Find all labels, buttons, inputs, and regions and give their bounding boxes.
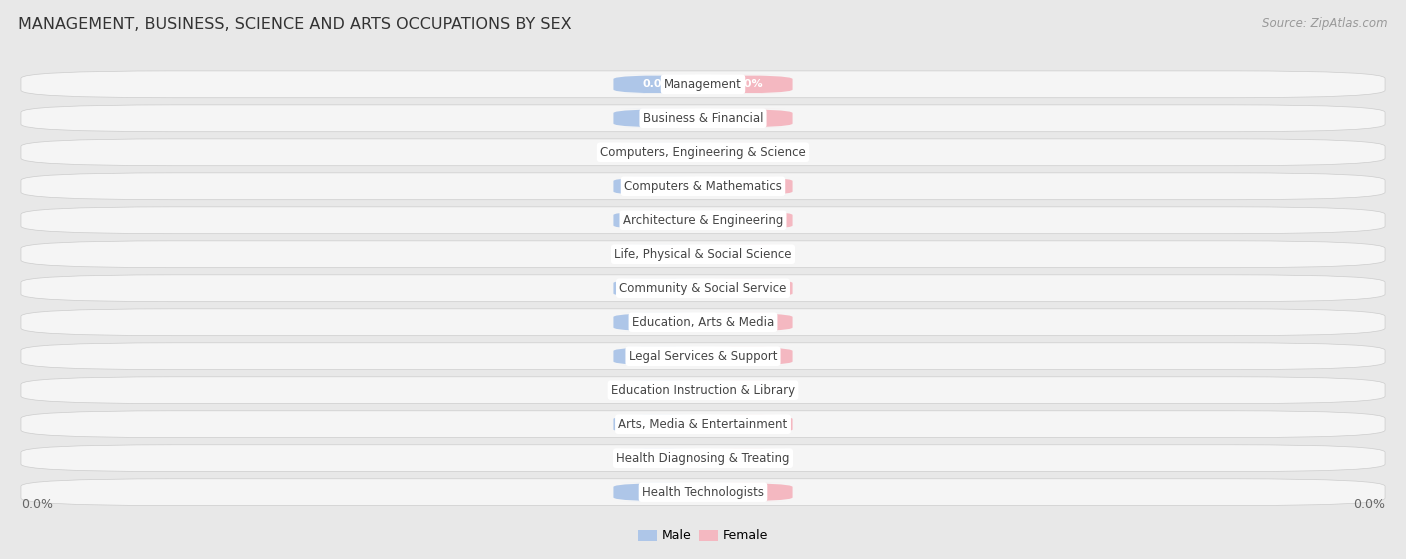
Text: Arts, Media & Entertainment: Arts, Media & Entertainment	[619, 418, 787, 430]
FancyBboxPatch shape	[21, 445, 1385, 472]
FancyBboxPatch shape	[21, 207, 1385, 234]
FancyBboxPatch shape	[613, 177, 703, 196]
FancyBboxPatch shape	[703, 279, 793, 297]
FancyBboxPatch shape	[613, 483, 703, 501]
FancyBboxPatch shape	[21, 309, 1385, 335]
FancyBboxPatch shape	[703, 245, 793, 264]
Text: 0.0%: 0.0%	[733, 113, 763, 124]
FancyBboxPatch shape	[21, 105, 1385, 132]
Text: 0.0%: 0.0%	[1353, 498, 1385, 511]
Text: Architecture & Engineering: Architecture & Engineering	[623, 214, 783, 227]
FancyBboxPatch shape	[21, 343, 1385, 369]
FancyBboxPatch shape	[613, 279, 703, 297]
FancyBboxPatch shape	[703, 211, 793, 230]
Text: 0.0%: 0.0%	[733, 249, 763, 259]
FancyBboxPatch shape	[703, 347, 793, 366]
Text: 0.0%: 0.0%	[733, 453, 763, 463]
Text: Health Technologists: Health Technologists	[643, 486, 763, 499]
FancyBboxPatch shape	[613, 313, 703, 331]
Text: 0.0%: 0.0%	[643, 453, 673, 463]
Text: 0.0%: 0.0%	[733, 385, 763, 395]
FancyBboxPatch shape	[21, 241, 1385, 268]
Text: 0.0%: 0.0%	[733, 487, 763, 497]
FancyBboxPatch shape	[613, 75, 703, 94]
FancyBboxPatch shape	[613, 415, 703, 434]
FancyBboxPatch shape	[703, 177, 793, 196]
FancyBboxPatch shape	[613, 347, 703, 366]
FancyBboxPatch shape	[21, 71, 1385, 98]
Text: Education, Arts & Media: Education, Arts & Media	[631, 316, 775, 329]
Text: 0.0%: 0.0%	[733, 283, 763, 293]
Text: 0.0%: 0.0%	[643, 249, 673, 259]
FancyBboxPatch shape	[703, 483, 793, 501]
Text: 0.0%: 0.0%	[643, 113, 673, 124]
FancyBboxPatch shape	[703, 75, 793, 94]
Text: Community & Social Service: Community & Social Service	[619, 282, 787, 295]
FancyBboxPatch shape	[613, 381, 703, 400]
Text: 0.0%: 0.0%	[643, 351, 673, 361]
FancyBboxPatch shape	[703, 313, 793, 331]
FancyBboxPatch shape	[21, 139, 1385, 165]
Text: 0.0%: 0.0%	[643, 419, 673, 429]
FancyBboxPatch shape	[613, 245, 703, 264]
Text: Business & Financial: Business & Financial	[643, 112, 763, 125]
FancyBboxPatch shape	[703, 143, 793, 162]
Text: 0.0%: 0.0%	[643, 385, 673, 395]
Text: Life, Physical & Social Science: Life, Physical & Social Science	[614, 248, 792, 260]
Text: 0.0%: 0.0%	[733, 79, 763, 89]
FancyBboxPatch shape	[21, 173, 1385, 200]
FancyBboxPatch shape	[21, 411, 1385, 438]
FancyBboxPatch shape	[21, 479, 1385, 505]
Text: MANAGEMENT, BUSINESS, SCIENCE AND ARTS OCCUPATIONS BY SEX: MANAGEMENT, BUSINESS, SCIENCE AND ARTS O…	[18, 17, 572, 32]
Text: Computers & Mathematics: Computers & Mathematics	[624, 180, 782, 193]
Text: Management: Management	[664, 78, 742, 91]
Text: 0.0%: 0.0%	[643, 215, 673, 225]
Legend: Male, Female: Male, Female	[633, 524, 773, 547]
Text: Health Diagnosing & Treating: Health Diagnosing & Treating	[616, 452, 790, 465]
Text: 0.0%: 0.0%	[643, 487, 673, 497]
FancyBboxPatch shape	[703, 449, 793, 467]
Text: Education Instruction & Library: Education Instruction & Library	[612, 383, 794, 397]
Text: 0.0%: 0.0%	[733, 419, 763, 429]
FancyBboxPatch shape	[703, 415, 793, 434]
Text: 0.0%: 0.0%	[733, 215, 763, 225]
Text: Computers, Engineering & Science: Computers, Engineering & Science	[600, 146, 806, 159]
Text: 0.0%: 0.0%	[733, 181, 763, 191]
FancyBboxPatch shape	[613, 109, 703, 127]
Text: 0.0%: 0.0%	[643, 147, 673, 157]
Text: 0.0%: 0.0%	[733, 318, 763, 327]
Text: 0.0%: 0.0%	[643, 318, 673, 327]
Text: Legal Services & Support: Legal Services & Support	[628, 350, 778, 363]
Text: 0.0%: 0.0%	[643, 283, 673, 293]
FancyBboxPatch shape	[21, 377, 1385, 404]
FancyBboxPatch shape	[613, 211, 703, 230]
FancyBboxPatch shape	[613, 143, 703, 162]
Text: Source: ZipAtlas.com: Source: ZipAtlas.com	[1263, 17, 1388, 30]
FancyBboxPatch shape	[613, 449, 703, 467]
FancyBboxPatch shape	[21, 275, 1385, 302]
Text: 0.0%: 0.0%	[643, 79, 673, 89]
Text: 0.0%: 0.0%	[21, 498, 53, 511]
FancyBboxPatch shape	[703, 109, 793, 127]
FancyBboxPatch shape	[703, 381, 793, 400]
Text: 0.0%: 0.0%	[643, 181, 673, 191]
Text: 0.0%: 0.0%	[733, 351, 763, 361]
Text: 0.0%: 0.0%	[733, 147, 763, 157]
